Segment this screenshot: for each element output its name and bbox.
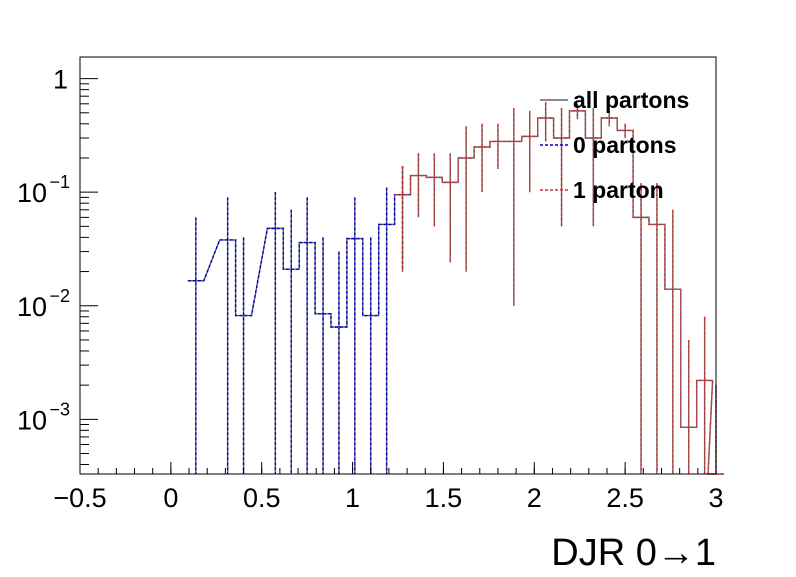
- plot-frame: [79, 56, 717, 475]
- y-tick-label: 10: [17, 178, 47, 208]
- x-axis-label: DJR 0→1: [551, 532, 716, 572]
- x-tick-label: 2.5: [606, 483, 644, 513]
- x-tick-label: 2: [527, 483, 542, 513]
- x-tick-label: 0.5: [243, 483, 281, 513]
- x-tick-label: 0: [163, 483, 178, 513]
- y-tick-label: 10: [17, 292, 47, 322]
- y-tick-exponent: −3: [49, 399, 70, 419]
- legend-label: all partons: [573, 87, 689, 113]
- y-tick-exponent: −1: [49, 172, 70, 192]
- x-tick-label: −0.5: [53, 483, 106, 513]
- y-tick-exponent: −2: [49, 286, 70, 306]
- one-parton-line: [394, 110, 724, 475]
- zero-partons-line: [187, 194, 411, 328]
- x-tick-label: 3: [708, 483, 723, 513]
- y-tick-label: 1: [53, 65, 68, 95]
- x-tick-label: 1.5: [425, 483, 463, 513]
- zero-partons-series: [187, 166, 411, 474]
- one-parton-series: [394, 102, 724, 475]
- legend-label: 0 partons: [573, 132, 677, 158]
- legend-label: 1 parton: [573, 177, 664, 203]
- x-tick-label: 1: [345, 483, 360, 513]
- y-tick-label: 10: [17, 405, 47, 435]
